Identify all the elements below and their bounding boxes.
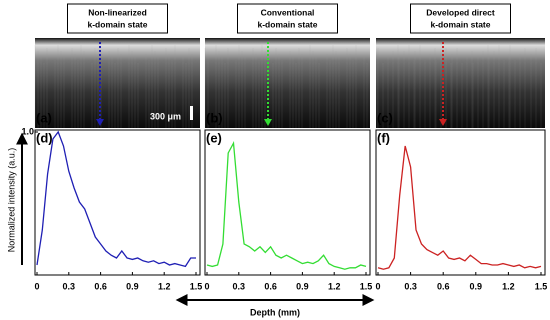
x-tick-label: 1.2 xyxy=(158,281,171,291)
header-text: Conventional xyxy=(261,7,315,17)
header-text: Non-linearized xyxy=(88,7,147,17)
intensity-line xyxy=(206,140,367,270)
y-axis-label: Normalized intensity (a.u.) xyxy=(6,148,16,253)
intensity-line xyxy=(377,145,542,270)
header-box xyxy=(67,3,168,34)
x-tick-label: 0.6 xyxy=(264,281,277,291)
x-tick-label: 0.6 xyxy=(437,281,450,291)
x-tick-label: 1.5 xyxy=(360,281,373,291)
x-tick-label: 0.9 xyxy=(470,281,483,291)
x-tick-label: 1.2 xyxy=(328,281,341,291)
x-tick-label: 1.5 xyxy=(190,281,203,291)
y-tick-label: 1.0 xyxy=(21,126,34,136)
panel-label: (a) xyxy=(36,110,52,125)
x-tick-label: 0.3 xyxy=(233,281,246,291)
arrow-head xyxy=(96,119,104,126)
x-tick-label: 0.6 xyxy=(94,281,107,291)
scale-bar-label: 300 μm xyxy=(150,111,181,121)
panel-label: (e) xyxy=(206,130,222,145)
oct-image xyxy=(205,38,370,128)
panel-label: (c) xyxy=(377,110,393,125)
x-tick-label: 0 xyxy=(34,281,39,291)
x-tick-label: 0 xyxy=(204,281,209,291)
intensity-line xyxy=(36,130,196,268)
panel-label: (b) xyxy=(206,110,223,125)
plot-frame xyxy=(34,129,201,276)
x-tick-label: 0 xyxy=(375,281,380,291)
header-text: k-domain state xyxy=(88,19,148,29)
x-tick-label: 0.3 xyxy=(404,281,417,291)
plot-frame xyxy=(204,129,371,276)
x-tick-label: 0.9 xyxy=(126,281,139,291)
header-box xyxy=(237,3,338,34)
x-tick-label: 0.9 xyxy=(296,281,309,291)
header-text: k-domain state xyxy=(431,19,491,29)
header-text: Developed direct xyxy=(426,7,495,17)
oct-image xyxy=(376,38,545,128)
plot-frame xyxy=(375,129,546,276)
x-axis-label: Depth (mm) xyxy=(250,307,300,317)
scale-bar xyxy=(190,106,193,120)
oct-image xyxy=(35,38,200,128)
header-text: k-domain state xyxy=(258,19,318,29)
x-tick-label: 0.3 xyxy=(63,281,76,291)
arrow-head xyxy=(439,119,447,126)
x-tick-label: 1.5 xyxy=(535,281,548,291)
x-tick-label: 1.2 xyxy=(502,281,515,291)
arrow-head xyxy=(264,119,272,126)
panel-label: (f) xyxy=(377,130,390,145)
header-box xyxy=(410,3,511,34)
panel-label: (d) xyxy=(36,130,53,145)
